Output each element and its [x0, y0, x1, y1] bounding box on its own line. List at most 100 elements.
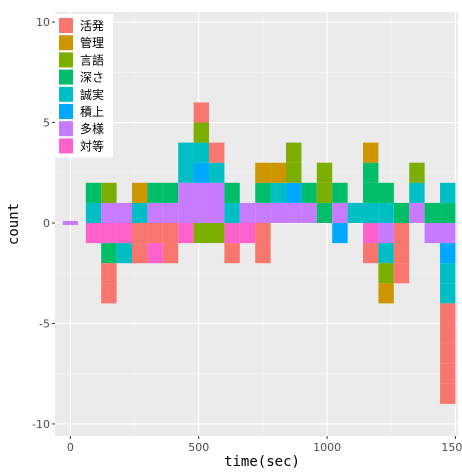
- y-tick-label: 0: [43, 217, 50, 230]
- bar-segment: [132, 243, 148, 264]
- bar-segment: [62, 222, 79, 226]
- bar-segment: [270, 162, 287, 183]
- bar-segment: [409, 202, 425, 223]
- bar-segment: [101, 243, 117, 264]
- bar-segment: [162, 243, 179, 264]
- legend-key: [59, 86, 73, 102]
- bar-segment: [286, 182, 302, 203]
- bar-segment: [378, 263, 394, 284]
- bar-segment: [255, 202, 271, 223]
- bar-segment: [286, 162, 302, 183]
- bar-segment: [147, 222, 163, 244]
- bar-segment: [363, 162, 379, 183]
- bar-segment: [393, 202, 410, 223]
- y-axis-title: count: [6, 203, 22, 245]
- bar-segment: [147, 202, 163, 223]
- bar-segment: [193, 182, 210, 223]
- bar-segment: [116, 243, 133, 264]
- bar-segment: [224, 202, 240, 223]
- bar-segment: [332, 222, 348, 244]
- y-tick-label: -10: [32, 418, 50, 431]
- bar-segment: [393, 243, 410, 264]
- bar-segment: [301, 182, 317, 203]
- bar-segment: [270, 202, 287, 223]
- bar-segment: [347, 202, 364, 223]
- bar-segment: [224, 243, 240, 264]
- legend-label: 対等: [80, 139, 104, 153]
- bar-segment: [85, 202, 102, 223]
- legend-key: [59, 69, 73, 85]
- bar-segment: [363, 222, 379, 244]
- bar-segment: [332, 182, 348, 203]
- bar-segment: [440, 222, 456, 244]
- bar-segment: [101, 222, 117, 244]
- bar-segment: [424, 202, 441, 223]
- bar-segment: [178, 182, 194, 223]
- bar-segment: [316, 202, 333, 223]
- bar-segment: [378, 222, 394, 244]
- bar-segment: [378, 202, 394, 223]
- bar-segment: [209, 142, 225, 163]
- bar-segment: [393, 263, 410, 284]
- bar-segment: [440, 383, 456, 404]
- bar-segment: [286, 202, 302, 223]
- bar-segment: [85, 222, 102, 244]
- y-tick-label: -5: [39, 317, 50, 330]
- bars-group: [62, 102, 456, 404]
- bar-segment: [239, 222, 256, 244]
- bar-segment: [363, 243, 379, 264]
- bar-segment: [378, 182, 394, 203]
- bar-segment: [255, 182, 271, 203]
- legend-key: [59, 52, 73, 68]
- bar-segment: [440, 182, 456, 203]
- legend-label: 活発: [80, 19, 104, 33]
- bar-segment: [193, 222, 210, 244]
- bar-segment: [440, 263, 456, 284]
- bar-segment: [363, 142, 379, 163]
- x-ticks: 0 500 1000 1500: [67, 436, 462, 454]
- bar-segment: [209, 222, 225, 244]
- bar-segment: [255, 162, 271, 183]
- bar-segment: [409, 162, 425, 183]
- bar-segment: [409, 182, 425, 203]
- legend-label: 言語: [80, 52, 104, 67]
- bar-segment: [363, 202, 379, 223]
- bar-segment: [255, 222, 271, 244]
- legend-key: [59, 121, 73, 137]
- x-tick-label: 1500: [441, 441, 462, 454]
- bar-segment: [209, 182, 225, 223]
- legend-key: [59, 104, 73, 119]
- bar-segment: [193, 142, 210, 163]
- bar-segment: [316, 182, 333, 203]
- bar-segment: [193, 162, 210, 183]
- bar-segment: [424, 222, 441, 244]
- bar-segment: [193, 122, 210, 143]
- legend-key: [59, 35, 73, 51]
- bar-segment: [378, 243, 394, 264]
- bar-segment: [116, 202, 133, 223]
- bar-segment: [162, 202, 179, 223]
- bar-segment: [239, 202, 256, 223]
- bar-segment: [440, 363, 456, 384]
- bar-segment: [162, 222, 179, 244]
- x-tick-label: 500: [188, 441, 209, 454]
- bar-segment: [440, 323, 456, 344]
- bar-segment: [393, 222, 410, 244]
- bar-segment: [255, 243, 271, 264]
- bar-segment: [440, 243, 456, 264]
- legend-label: 深さ: [80, 71, 104, 85]
- x-axis-title: time(sec): [224, 454, 300, 470]
- x-tick-label: 0: [67, 441, 74, 454]
- legend-label: 積上: [80, 104, 104, 119]
- bar-segment: [85, 182, 102, 203]
- y-tick-label: 5: [43, 117, 50, 130]
- legend-key: [59, 138, 73, 154]
- bar-segment: [224, 222, 240, 244]
- bar-segment: [440, 303, 456, 324]
- bar-segment: [440, 343, 456, 364]
- legend-key: [59, 18, 73, 33]
- bar-segment: [147, 243, 163, 264]
- bar-segment: [132, 202, 148, 223]
